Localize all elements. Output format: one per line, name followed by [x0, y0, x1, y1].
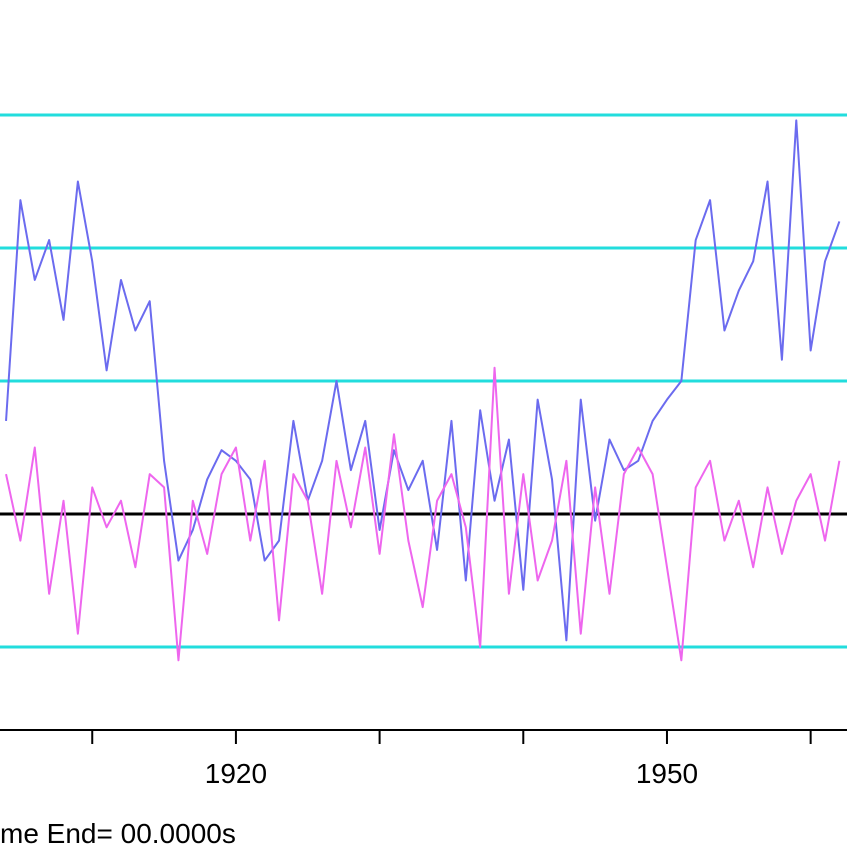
x-tick-label: 1950: [636, 758, 698, 789]
series-line: [5, 366, 841, 662]
series-line: [5, 119, 841, 642]
x-tick-label: 1920: [205, 758, 267, 789]
status-text: me End= 00.0000s: [0, 818, 236, 849]
